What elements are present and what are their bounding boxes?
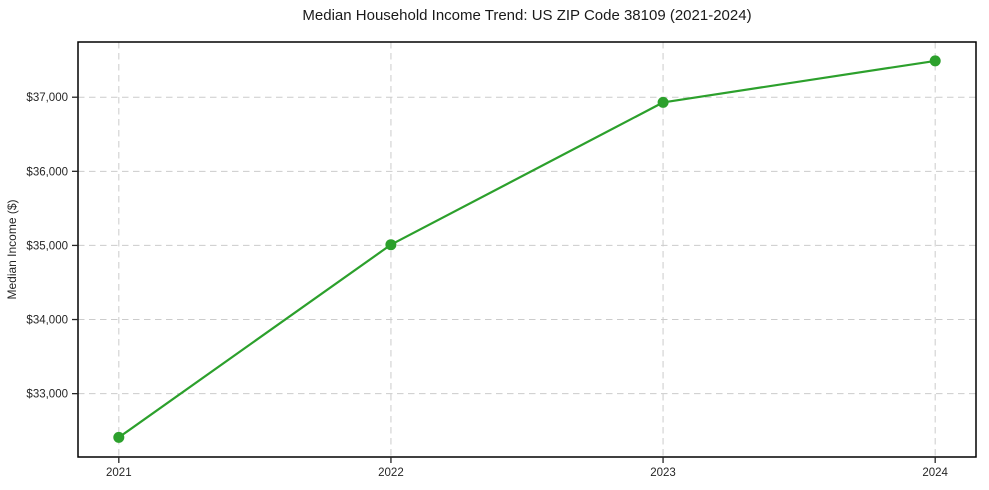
trend-line — [117, 59, 937, 439]
data-point-2023 — [657, 96, 669, 108]
y-tick-label: $37,000 — [26, 92, 68, 104]
x-tick-label: 2021 — [106, 467, 132, 479]
y-tick-label: $36,000 — [26, 166, 68, 178]
y-tick-label: $34,000 — [26, 315, 68, 327]
y-tick-label: $33,000 — [26, 389, 68, 401]
data-point-2021 — [113, 431, 125, 443]
chart-title: Median Household Income Trend: US ZIP Co… — [302, 7, 752, 24]
x-tick-label: 2022 — [378, 467, 404, 479]
x-tick-label: 2023 — [650, 467, 676, 479]
data-point-2022 — [385, 239, 397, 251]
plot-border — [77, 41, 977, 458]
x-tick-label: 2024 — [922, 467, 948, 479]
y-tick-label: $35,000 — [26, 240, 68, 252]
y-axis-label: Median Income ($) — [5, 199, 19, 299]
data-point-2024 — [929, 55, 941, 67]
